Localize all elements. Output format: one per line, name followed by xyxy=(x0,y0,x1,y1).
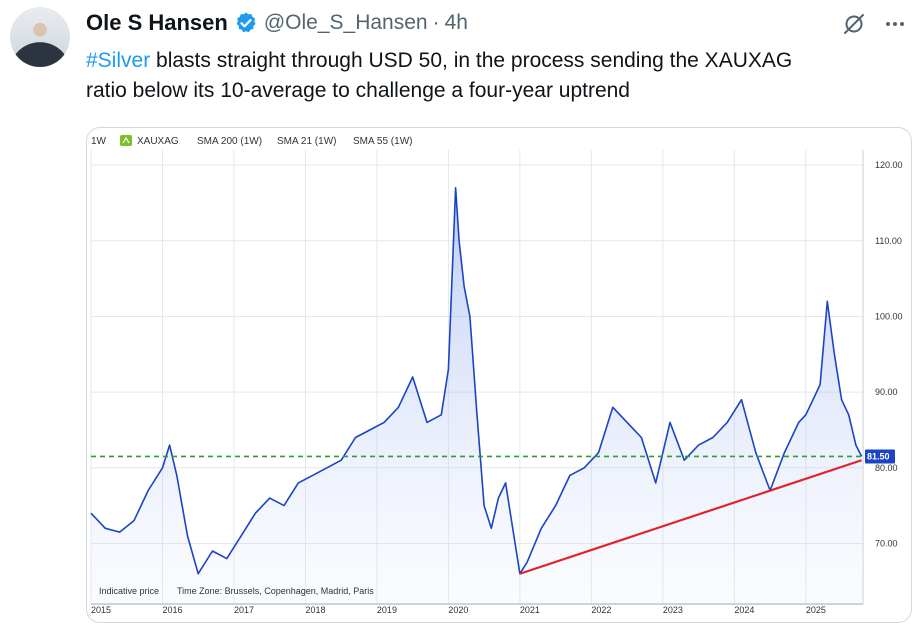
author-name[interactable]: Ole S Hansen xyxy=(86,10,228,35)
series-area xyxy=(91,187,862,605)
author-avatar[interactable] xyxy=(10,7,70,67)
more-icon[interactable] xyxy=(881,10,909,38)
more-dot xyxy=(900,22,904,26)
tweet-time[interactable]: 4h xyxy=(444,11,468,34)
legend-sma21: SMA 21 (1W) xyxy=(277,136,336,147)
current-price-box xyxy=(865,449,895,464)
x-tick-label: 2024 xyxy=(734,605,754,615)
x-tick-label: 2022 xyxy=(591,605,611,615)
y-tick-label: 100.00 xyxy=(875,311,903,321)
y-tick-label: 70.00 xyxy=(875,538,898,548)
x-axis-ticks: 2015 2016 2017 2018 2019 2020 2021 2022 2023 2024… xyxy=(91,605,826,615)
y-tick-label: 120.00 xyxy=(875,160,903,170)
x-tick-label: 2018 xyxy=(305,605,325,615)
y-tick-label: 80.00 xyxy=(875,463,898,473)
x-tick-label: 2015 xyxy=(91,605,111,615)
tweet-text-line-2: ratio below its 10-average to challenge … xyxy=(86,79,630,102)
symbol-icon xyxy=(120,135,132,146)
current-price-label: 81.50 xyxy=(865,449,895,464)
footer-indicative: Indicative price xyxy=(99,586,159,596)
footer-timezone: Time Zone: Brussels, Copenhagen, Madrid,… xyxy=(177,586,374,596)
x-tick-label: 2020 xyxy=(448,605,468,615)
chart-legend: 1W XAUXAG SMA 200 (1W) SMA 21 (1W) SMA 5… xyxy=(91,135,412,147)
chart-footer: Indicative price Time Zone: Brussels, Co… xyxy=(99,586,374,596)
y-axis-ticks: 120.00 110.00 100.00 90.00 80.00 70.00 xyxy=(875,160,903,548)
header-separator: · xyxy=(432,11,440,34)
symbol-icon-mark xyxy=(122,136,130,144)
x-tick-label: 2016 xyxy=(162,605,182,615)
grok-icon[interactable] xyxy=(842,12,866,36)
tweet-text: #Silver blasts straight through USD 50, … xyxy=(86,46,912,106)
x-tick-label: 2025 xyxy=(806,605,826,615)
current-price-text: 81.50 xyxy=(867,451,890,461)
legend-timeframe: 1W xyxy=(91,136,107,147)
x-tick-label: 2021 xyxy=(520,605,540,615)
more-dot xyxy=(893,22,897,26)
legend-symbol: XAUXAG xyxy=(137,136,179,147)
verified-badge-icon xyxy=(236,12,256,33)
y-tick-label: 90.00 xyxy=(875,387,898,397)
series-line-xauxag xyxy=(90,187,863,575)
x-tick-label: 2017 xyxy=(234,605,254,615)
x-tick-label: 2023 xyxy=(663,605,683,615)
y-tick-label: 110.00 xyxy=(875,236,902,246)
x-tick-label: 2019 xyxy=(377,605,397,615)
trendline xyxy=(519,459,862,575)
more-dot xyxy=(886,22,890,26)
hashtag-link[interactable]: #Silver xyxy=(86,49,151,72)
tweet-header: Ole S Hansen @Ole_S_Hansen · 4h xyxy=(86,8,468,38)
tweet-media-chart[interactable]: 120.00 110.00 100.00 90.00 80.00 70.00 2015 20… xyxy=(86,127,912,623)
tweet-text-line-1: #Silver blasts straight through USD 50, … xyxy=(86,46,912,76)
tweet-text-line-1-rest: blasts straight through USD 50, in the p… xyxy=(150,49,793,72)
legend-sma55: SMA 55 (1W) xyxy=(353,136,412,147)
author-handle[interactable]: @Ole_S_Hansen xyxy=(263,11,428,34)
legend-sma200: SMA 200 (1W) xyxy=(197,136,262,147)
